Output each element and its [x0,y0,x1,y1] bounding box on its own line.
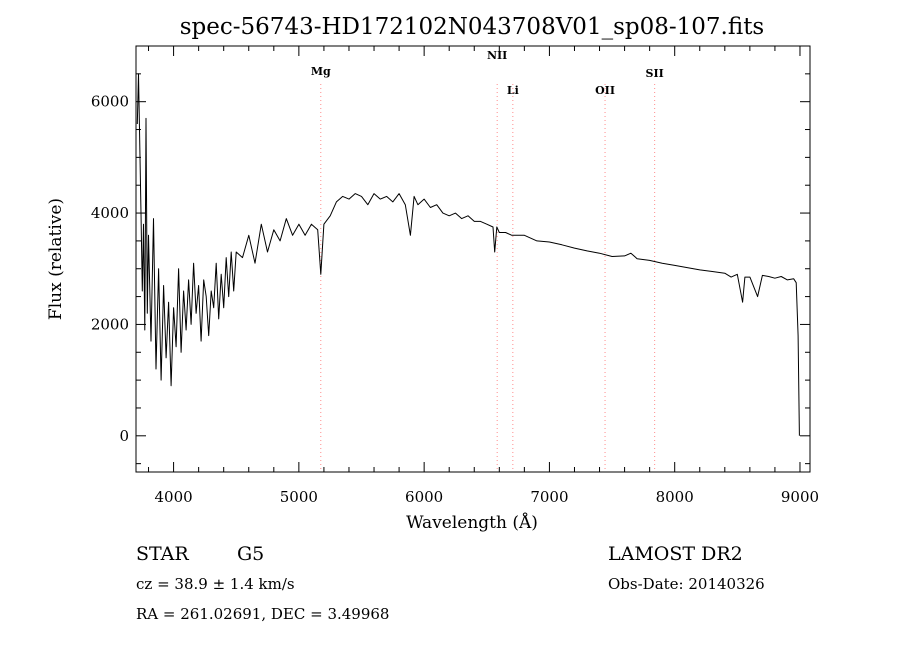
chart-title: spec-56743-HD172102N043708V01_sp08-107.f… [180,14,765,40]
coordinates: RA = 261.02691, DEC = 3.49968 [136,605,389,623]
spectral-line-label: SII [646,67,664,80]
spectral-line-label: Mg [311,65,331,78]
survey-name: LAMOST DR2 [608,543,743,565]
y-axis-label: Flux (relative) [46,198,66,320]
observation-date: Obs-Date: 20140326 [608,575,765,593]
x-tick-label: 9000 [781,488,819,506]
spectrum-series [136,73,800,436]
spectral-line-markers: Mg NII Li OII SII [311,49,664,472]
object-class: STAR [136,543,189,565]
x-tick-label: 7000 [530,488,568,506]
y-tick-label: 0 [119,427,129,445]
spectral-line-label: NII [487,49,507,62]
object-subclass: G5 [237,543,264,565]
spectral-line-label: OII [595,84,615,97]
x-tick-label: 5000 [280,488,318,506]
plot-frame [135,45,811,473]
x-tick-label: 4000 [154,488,192,506]
axis-ticks: 4000 5000 6000 7000 8000 9000 0 2000 4000 6000 [91,45,819,506]
spectral-line-label: Li [507,84,519,97]
x-axis-label: Wavelength (Å) [406,512,538,533]
spectrum-line [136,73,800,436]
y-tick-label: 4000 [91,204,129,222]
redshift-cz: cz = 38.9 ± 1.4 km/s [136,575,295,593]
x-tick-label: 6000 [405,488,443,506]
y-tick-label: 2000 [91,315,129,333]
x-tick-label: 8000 [656,488,694,506]
y-tick-label: 6000 [91,93,129,111]
